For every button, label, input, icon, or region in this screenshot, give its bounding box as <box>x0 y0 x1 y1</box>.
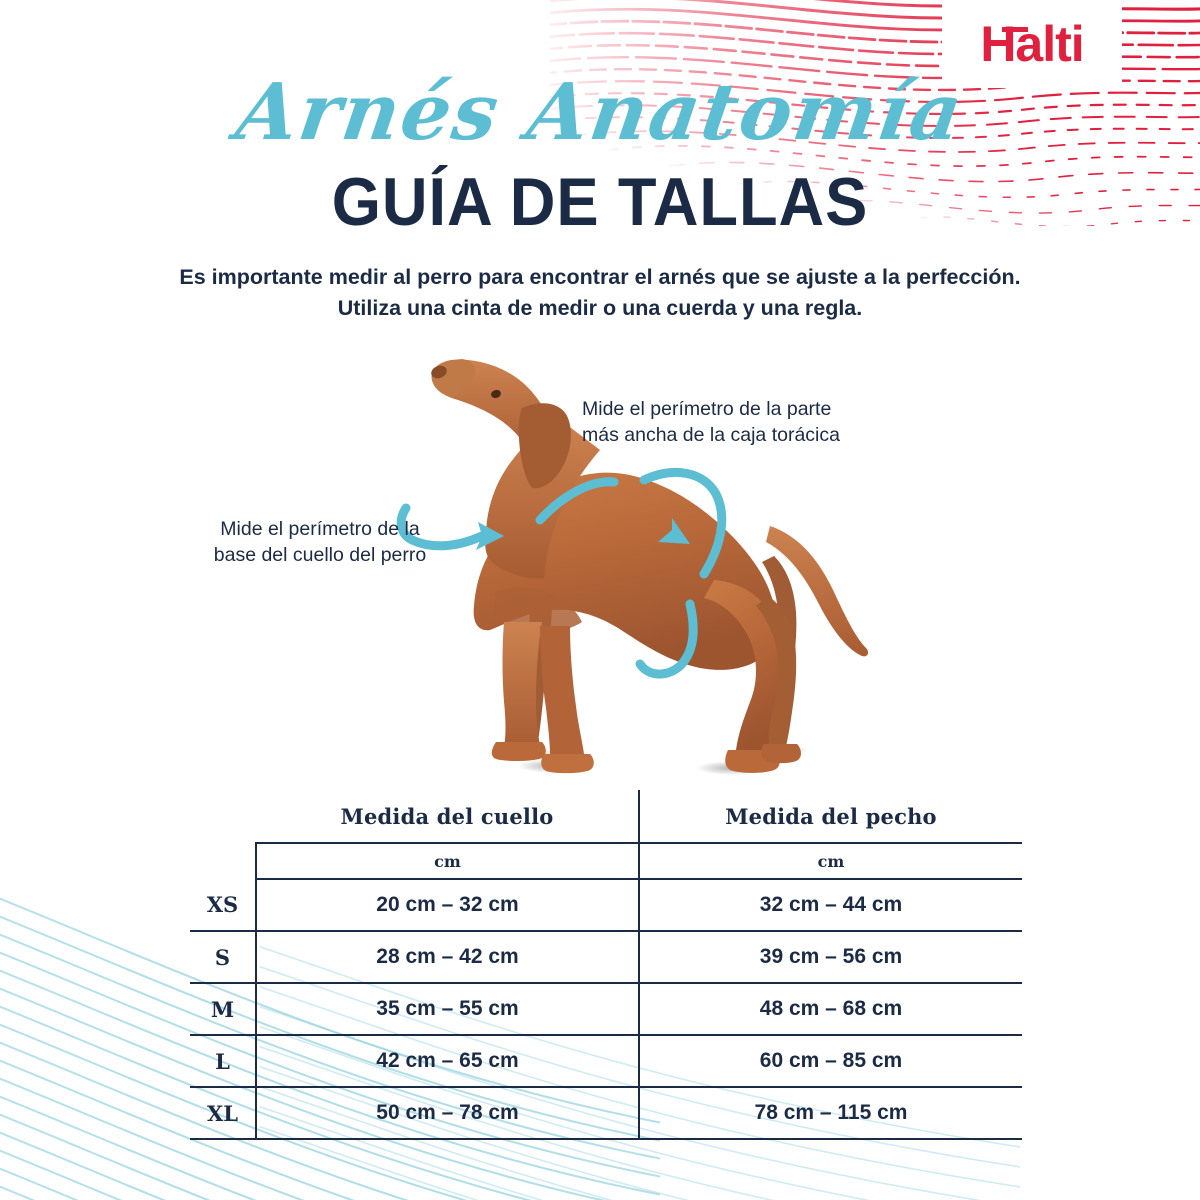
chest-value-s: 39 cm – 56 cm <box>638 931 1022 984</box>
neck-annotation-line-1: Mide el perímetro de la <box>220 518 420 540</box>
chest-annotation-line-1: Mide el perímetro de la parte <box>582 398 832 420</box>
table-row: XL 50 cm – 78 cm 78 cm – 115 cm <box>190 1087 1022 1140</box>
size-table-container: Medida del cuello Medida del pecho cm cm… <box>190 790 1022 1140</box>
chest-value-xl: 78 cm – 115 cm <box>638 1087 1022 1140</box>
table-unit-row: cm cm <box>190 842 1022 880</box>
table-row: S 28 cm – 42 cm 39 cm – 56 cm <box>190 931 1022 984</box>
dog-chest <box>494 587 582 633</box>
page-title: GUÍA DE TALLAS <box>331 164 869 240</box>
neck-arrow-head <box>476 522 504 550</box>
table-row: XS 20 cm – 32 cm 32 cm – 44 cm <box>190 879 1022 932</box>
dog-illustration <box>300 330 900 790</box>
group-header-chest: Medida del pecho <box>638 790 1022 843</box>
neck-value-xl: 50 cm – 78 cm <box>255 1087 639 1140</box>
dog-eye <box>491 389 501 399</box>
dog-leg-hind-near <box>704 580 784 757</box>
group-header-neck: Medida del cuello <box>340 803 554 829</box>
instruction-text: Es importante medir al perro para encont… <box>100 262 1100 324</box>
table-row: L 42 cm – 65 cm 60 cm – 85 cm <box>190 1035 1022 1088</box>
neck-measure-arrow <box>396 477 619 551</box>
unit-neck: cm <box>255 842 639 880</box>
brand-logo: Halti <box>942 0 1122 88</box>
size-table: Medida del cuello Medida del pecho cm cm… <box>190 790 1022 1140</box>
dog-neck <box>485 418 600 579</box>
neck-annotation-line-2: base del cuello del perro <box>213 544 427 567</box>
neck-value-l: 42 cm – 65 cm <box>255 1035 639 1088</box>
size-label-l: L <box>190 1035 256 1088</box>
script-title: Arnés Anatomía <box>230 67 970 158</box>
instruction-line-1: Es importante medir al perro para encont… <box>179 265 1021 289</box>
neck-value-s: 28 cm – 42 cm <box>255 931 639 984</box>
dog-nose <box>431 365 447 379</box>
dog-tail <box>766 526 869 657</box>
table-row: M 35 cm – 55 cm 48 cm – 68 cm <box>190 983 1022 1036</box>
dog-ear <box>518 403 571 489</box>
dog-leg-hind-near-2 <box>756 596 797 746</box>
chest-arrow-head <box>658 518 690 544</box>
chest-measure-annotation: Mide el perímetro de la parte más ancha … <box>582 396 912 449</box>
neck-value-xs: 20 cm – 32 cm <box>255 879 639 932</box>
instruction-line-2: Utiliza una cinta de medir o una cuerda … <box>337 296 863 321</box>
dog-leg-front-near <box>502 622 542 751</box>
chest-value-l: 60 cm – 85 cm <box>638 1035 1022 1088</box>
size-label-s: S <box>190 931 256 984</box>
neck-value-m: 35 cm – 55 cm <box>255 983 639 1036</box>
dog-paw-front-near-2 <box>541 754 594 774</box>
neck-measure-annotation: Mide el perímetro de la base del cuello … <box>185 516 455 569</box>
dog-paw-front-near <box>491 742 546 761</box>
logo-wordmark: Halti <box>980 16 1084 72</box>
size-label-xs: XS <box>190 879 256 932</box>
empty-unit-cell <box>190 843 256 879</box>
dog-paw-hind-near-2 <box>761 744 801 764</box>
chest-value-m: 48 cm – 68 cm <box>638 983 1022 1036</box>
logo-t-crossbar <box>1002 27 1028 32</box>
size-label-m: M <box>190 983 256 1036</box>
chest-measure-arrow <box>635 468 727 679</box>
table-group-header-row: Medida del cuello Medida del pecho <box>190 790 1022 843</box>
empty-corner-cell <box>190 790 256 843</box>
chest-value-xs: 32 cm – 44 cm <box>638 879 1022 932</box>
dog-leg-front-near-2 <box>540 626 584 759</box>
table-body: XS 20 cm – 32 cm 32 cm – 44 cm S 28 cm – 42 … <box>190 879 1022 1140</box>
chest-annotation-line-2: más ancha de la caja torácica <box>582 424 840 447</box>
size-label-xl: XL <box>190 1087 256 1140</box>
unit-chest: cm <box>638 842 1022 880</box>
